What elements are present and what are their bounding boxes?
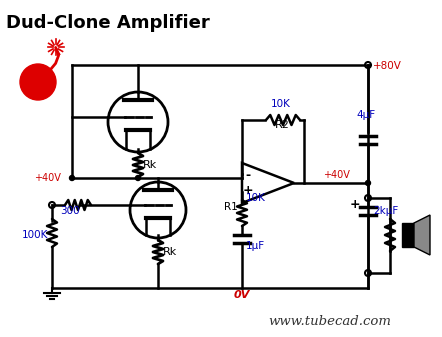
Polygon shape <box>402 223 414 247</box>
Text: 10K: 10K <box>271 99 291 109</box>
Text: -: - <box>245 168 251 182</box>
Text: 100K: 100K <box>22 230 48 240</box>
Text: +: + <box>350 198 361 211</box>
Circle shape <box>366 181 370 185</box>
Text: 10K: 10K <box>246 193 266 203</box>
Text: www.tubecad.com: www.tubecad.com <box>268 315 392 328</box>
Text: Rk: Rk <box>143 160 157 170</box>
Circle shape <box>136 176 141 181</box>
Text: +40V: +40V <box>323 170 350 180</box>
Text: +80V: +80V <box>373 61 402 71</box>
Circle shape <box>20 64 56 100</box>
Text: 0V: 0V <box>234 290 250 300</box>
Text: 300: 300 <box>60 206 80 216</box>
Text: +40V: +40V <box>34 173 61 183</box>
Text: +: + <box>243 184 253 197</box>
Text: R2: R2 <box>275 120 290 130</box>
Text: 1μF: 1μF <box>246 241 265 251</box>
Text: 4μF: 4μF <box>356 110 375 120</box>
Circle shape <box>69 176 75 181</box>
Text: R1: R1 <box>224 202 238 212</box>
Text: Rk: Rk <box>163 247 177 257</box>
Text: 2kμF: 2kμF <box>373 206 398 216</box>
Polygon shape <box>414 215 430 255</box>
Text: Dud-Clone Amplifier: Dud-Clone Amplifier <box>6 14 210 32</box>
